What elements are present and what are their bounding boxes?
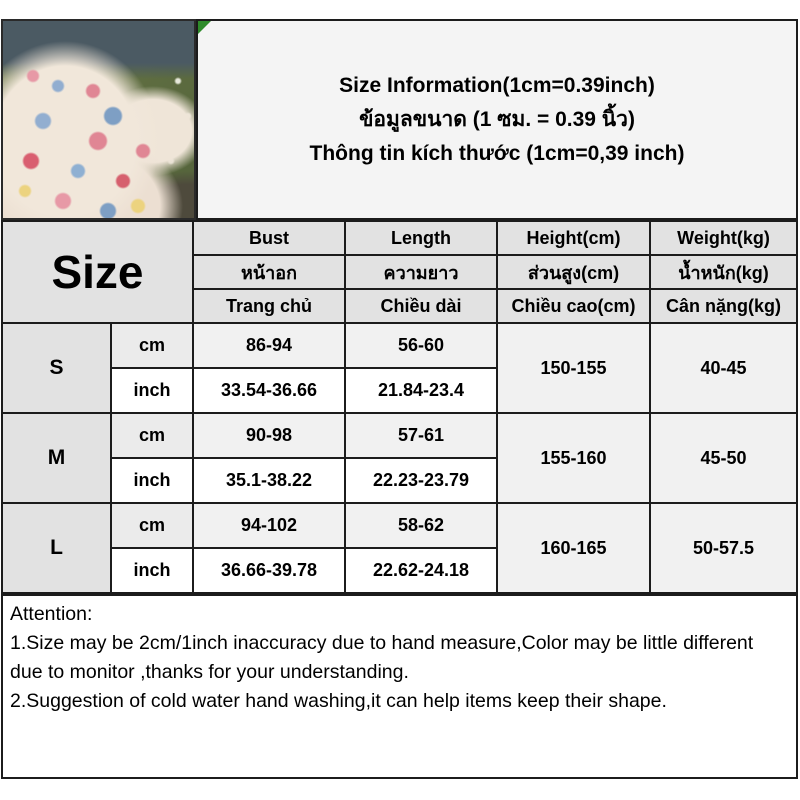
- title-vietnamese: Thông tin kích thước (1cm=0,39 inch): [309, 141, 685, 165]
- col-header-weight-th: น้ำหนัก(kg): [651, 256, 796, 288]
- attention-note-2: 2.Suggestion of cold water hand washing,…: [10, 690, 667, 712]
- s-length-inch: 21.84-23.4: [346, 369, 496, 412]
- col-header-bust-en: Bust: [194, 222, 344, 254]
- unit-label-inch: inch: [112, 369, 192, 412]
- col-header-height-th: ส่วนสูง(cm): [498, 256, 649, 288]
- s-height: 150-155: [498, 324, 649, 412]
- l-length-cm: 58-62: [346, 504, 496, 547]
- attention-heading: Attention:: [10, 603, 93, 625]
- m-bust-inch: 35.1-38.22: [194, 459, 344, 502]
- m-length-inch: 22.23-23.79: [346, 459, 496, 502]
- col-header-length-en: Length: [346, 222, 496, 254]
- green-corner-marker: [198, 21, 211, 34]
- attention-note-1: 1.Size may be 2cm/1inch inaccuracy due t…: [10, 632, 754, 683]
- attention-box: Attention: 1.Size may be 2cm/1inch inacc…: [1, 594, 798, 779]
- size-row-l-label: L: [3, 504, 110, 592]
- col-header-length-vi: Chiều dài: [346, 290, 496, 322]
- title-box: Size Information(1cm=0.39inch) ข้อมูลขนา…: [196, 19, 798, 220]
- s-weight: 40-45: [651, 324, 796, 412]
- col-header-bust-th: หน้าอก: [194, 256, 344, 288]
- title-thai: ข้อมูลขนาด (1 ซม. = 0.39 นิ้ว): [359, 107, 635, 131]
- size-header-cell: Size: [3, 222, 192, 322]
- unit-label-cm: cm: [112, 324, 192, 367]
- s-length-cm: 56-60: [346, 324, 496, 367]
- col-header-bust-vi: Trang chủ: [194, 290, 344, 322]
- l-bust-cm: 94-102: [194, 504, 344, 547]
- col-header-height-vi: Chiều cao(cm): [498, 290, 649, 322]
- unit-label-inch: inch: [112, 459, 192, 502]
- l-weight: 50-57.5: [651, 504, 796, 592]
- l-length-inch: 22.62-24.18: [346, 549, 496, 592]
- s-bust-inch: 33.54-36.66: [194, 369, 344, 412]
- unit-label-inch: inch: [112, 549, 192, 592]
- m-height: 155-160: [498, 414, 649, 502]
- col-header-length-th: ความยาว: [346, 256, 496, 288]
- l-bust-inch: 36.66-39.78: [194, 549, 344, 592]
- title-english: Size Information(1cm=0.39inch): [339, 73, 655, 97]
- m-length-cm: 57-61: [346, 414, 496, 457]
- col-header-weight-en: Weight(kg): [651, 222, 796, 254]
- m-bust-cm: 90-98: [194, 414, 344, 457]
- col-header-weight-vi: Cân nặng(kg): [651, 290, 796, 322]
- m-weight: 45-50: [651, 414, 796, 502]
- unit-label-cm: cm: [112, 414, 192, 457]
- size-table: Size Bust Length Height(cm) Weight(kg) ห…: [1, 220, 798, 594]
- l-height: 160-165: [498, 504, 649, 592]
- size-row-s-label: S: [3, 324, 110, 412]
- product-photo-floral-shirt: [1, 19, 196, 220]
- size-row-m-label: M: [3, 414, 110, 502]
- col-header-height-en: Height(cm): [498, 222, 649, 254]
- s-bust-cm: 86-94: [194, 324, 344, 367]
- unit-label-cm: cm: [112, 504, 192, 547]
